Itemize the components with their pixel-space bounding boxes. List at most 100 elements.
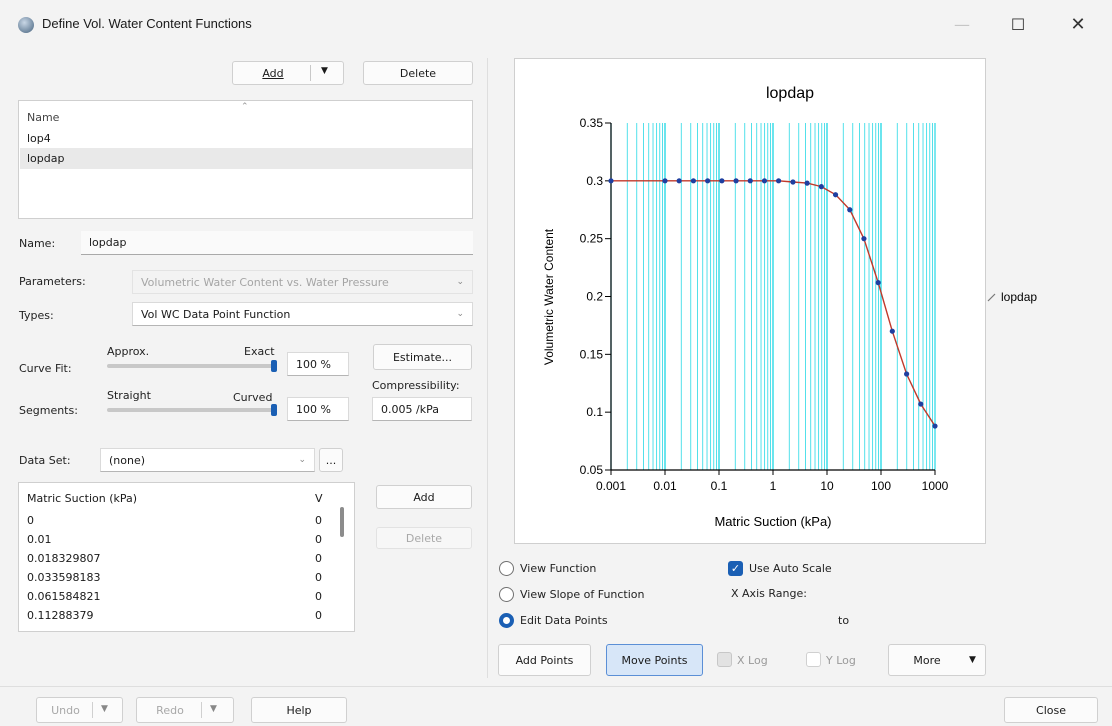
dataset-browse-button[interactable]: ... xyxy=(319,448,343,472)
chart-svg[interactable]: lopdap Matric Suction (kPa) Volumetric Wat… xyxy=(515,59,1037,545)
table-cell-suction[interactable]: 0.018329807 xyxy=(27,552,101,565)
curve-fit-input[interactable]: 100 % xyxy=(287,352,349,376)
data-points-table[interactable]: Matric Suction (kPa) V 0 0 0.01 0 0.01832980… xyxy=(18,482,355,632)
add-dropdown-icon[interactable]: ▼ xyxy=(321,66,328,76)
redo-label: Redo xyxy=(156,703,184,717)
footer-divider xyxy=(0,686,1112,687)
y-tick-label: 0.1 xyxy=(586,405,603,419)
column-header-suction[interactable]: Matric Suction (kPa) xyxy=(27,492,138,505)
compressibility-input[interactable]: 0.005 /kPa xyxy=(372,397,472,421)
list-item[interactable]: lopdap xyxy=(27,152,65,165)
data-point xyxy=(889,328,895,334)
curved-label: Curved xyxy=(233,391,273,404)
window-title: Define Vol. Water Content Functions xyxy=(42,16,252,31)
data-point xyxy=(790,179,796,185)
table-cell-v[interactable]: 0 xyxy=(315,609,322,622)
maximize-icon[interactable]: ☐ xyxy=(1010,14,1026,34)
y-log-label: Y Log xyxy=(826,654,856,667)
list-item-selected-bg xyxy=(20,148,472,169)
approx-label: Approx. xyxy=(107,345,150,358)
estimate-button[interactable]: Estimate... xyxy=(373,344,472,370)
chart-title: lopdap xyxy=(766,85,814,102)
curve-fit-label: Curve Fit: xyxy=(19,362,72,375)
y-tick-label: 0.05 xyxy=(580,463,604,477)
more-label: More xyxy=(913,653,941,667)
compressibility-value: 0.005 /kPa xyxy=(381,402,439,416)
redo-button: Redo ▼ xyxy=(136,697,234,723)
dataset-select[interactable]: (none) ⌄ xyxy=(100,448,315,472)
close-window-icon[interactable]: ✕ xyxy=(1070,13,1086,35)
table-cell-suction[interactable]: 0.061584821 xyxy=(27,590,101,603)
x-tick-label: 0.01 xyxy=(653,479,677,493)
x-tick-label: 1000 xyxy=(922,479,949,493)
view-function-radio[interactable] xyxy=(499,561,514,576)
parameters-select: Volumetric Water Content vs. Water Press… xyxy=(132,270,473,294)
y-tick-label: 0.35 xyxy=(580,116,604,130)
delete-function-button[interactable]: Delete xyxy=(363,61,473,85)
auto-scale-checkbox[interactable]: ✓ xyxy=(728,561,743,576)
name-value: lopdap xyxy=(89,236,127,249)
types-select[interactable]: Vol WC Data Point Function ⌄ xyxy=(132,302,473,326)
more-button[interactable]: More ▼ xyxy=(888,644,986,676)
data-point xyxy=(875,280,881,286)
edit-points-radio[interactable] xyxy=(499,613,514,628)
table-cell-v[interactable]: 0 xyxy=(315,590,322,603)
add-row-button[interactable]: Add xyxy=(376,485,472,509)
segments-input[interactable]: 100 % xyxy=(287,397,349,421)
exact-label: Exact xyxy=(244,345,275,358)
x-log-checkbox xyxy=(717,652,732,667)
add-function-button[interactable]: Add ▼ xyxy=(232,61,344,85)
data-point xyxy=(904,371,910,377)
x-tick-label: 0.001 xyxy=(596,479,626,493)
delete-row-button: Delete xyxy=(376,527,472,549)
table-cell-suction[interactable]: 0.01 xyxy=(27,533,52,546)
data-point xyxy=(676,178,682,184)
table-cell-v[interactable]: 0 xyxy=(315,533,322,546)
legend-label: lopdap xyxy=(1001,290,1037,304)
list-item[interactable]: lop4 xyxy=(27,132,51,145)
split-divider xyxy=(92,702,93,718)
dataset-value: (none) xyxy=(109,453,146,467)
move-points-button[interactable]: Move Points xyxy=(606,644,703,676)
table-cell-v[interactable]: 0 xyxy=(315,514,322,527)
edit-points-label[interactable]: Edit Data Points xyxy=(520,614,608,627)
table-cell-suction[interactable]: 0.11288379 xyxy=(27,609,94,622)
table-cell-v[interactable]: 0 xyxy=(315,552,322,565)
types-label: Types: xyxy=(19,309,54,322)
dataset-label: Data Set: xyxy=(19,454,71,467)
data-point xyxy=(662,178,668,184)
table-cell-v[interactable]: 0 xyxy=(315,571,322,584)
app-globe-icon xyxy=(18,17,34,33)
segments-value: 100 % xyxy=(296,402,331,416)
name-input[interactable]: lopdap xyxy=(81,231,473,255)
data-point xyxy=(690,178,697,184)
view-slope-label[interactable]: View Slope of Function xyxy=(520,588,645,601)
curve-fit-slider[interactable] xyxy=(107,364,274,368)
table-cell-suction[interactable]: 0 xyxy=(27,514,34,527)
minimize-icon[interactable]: — xyxy=(954,14,970,34)
function-list[interactable]: ⌃ Name lop4 lopdap xyxy=(18,100,473,219)
table-scrollbar[interactable] xyxy=(340,507,344,537)
types-value: Vol WC Data Point Function xyxy=(141,307,291,321)
x-tick-label: 1 xyxy=(770,479,777,493)
list-header-name[interactable]: Name xyxy=(27,111,60,124)
curve-fit-slider-thumb[interactable] xyxy=(271,360,277,372)
add-points-button[interactable]: Add Points xyxy=(498,644,591,676)
compressibility-label: Compressibility: xyxy=(372,379,460,392)
split-divider xyxy=(201,702,202,718)
x-tick-label: 0.1 xyxy=(711,479,728,493)
view-slope-radio[interactable] xyxy=(499,587,514,602)
data-point xyxy=(776,178,782,184)
segments-slider-thumb[interactable] xyxy=(271,404,277,416)
help-button[interactable]: Help xyxy=(251,697,347,723)
column-header-v[interactable]: V xyxy=(315,492,323,505)
close-button[interactable]: Close xyxy=(1004,697,1098,723)
data-point xyxy=(733,178,739,184)
auto-scale-label[interactable]: Use Auto Scale xyxy=(749,562,832,575)
segments-slider[interactable] xyxy=(107,408,274,412)
table-cell-suction[interactable]: 0.033598183 xyxy=(27,571,101,584)
chart-panel: lopdap Matric Suction (kPa) Volumetric Wat… xyxy=(514,58,1037,545)
add-function-label: Add xyxy=(262,66,284,80)
view-function-label[interactable]: View Function xyxy=(520,562,597,575)
